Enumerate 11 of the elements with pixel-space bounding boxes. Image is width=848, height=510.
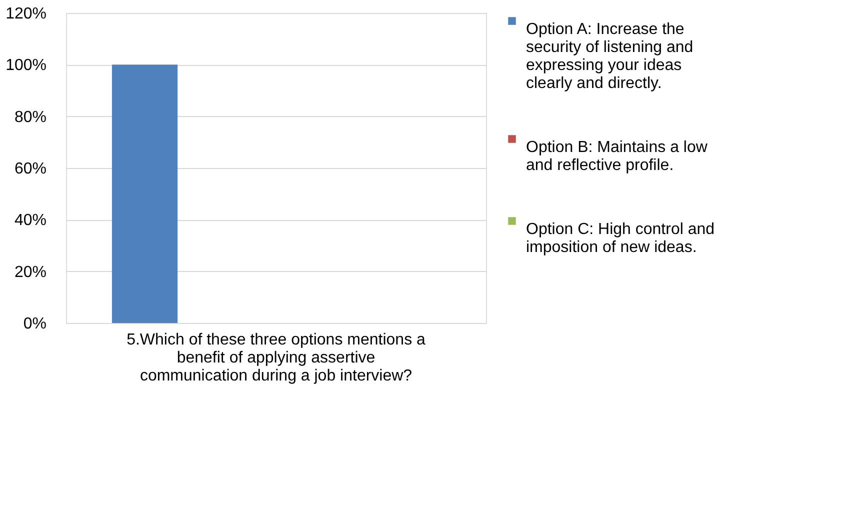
legend-label: Option B: Maintains a low and reflective profile. bbox=[526, 139, 708, 174]
y-tick-label: 0% bbox=[23, 316, 46, 332]
y-tick-label: 80% bbox=[14, 108, 46, 126]
y-tick-label: 100% bbox=[6, 57, 46, 74]
x-tick-label: 5.Which of these three options mentions a benefit of applying assertive communication during a job interview? bbox=[126, 332, 426, 384]
y-tick-label: 120% bbox=[6, 6, 46, 22]
legend-label: Option C: High control and imposition of new ideas. bbox=[526, 221, 715, 256]
y-tick-label: 40% bbox=[14, 212, 46, 230]
y-tick-label: 20% bbox=[14, 264, 46, 281]
y-tick-label: 60% bbox=[14, 160, 46, 178]
legend-label: Option A: Increase the security of listening and expressing your ideas clearly and directly. bbox=[526, 21, 694, 92]
